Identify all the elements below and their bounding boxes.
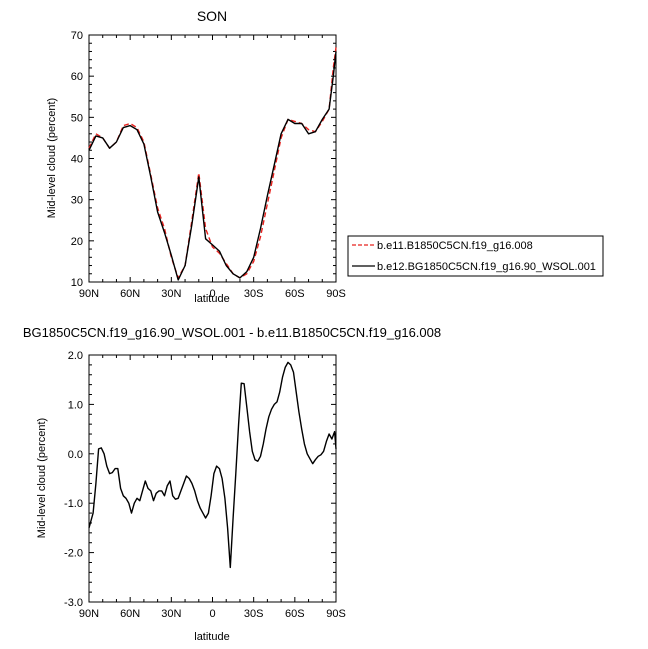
x-tick-label: 30S <box>244 608 264 620</box>
y-tick-label: 70 <box>71 30 83 42</box>
chart-2-y-axis-label: Mid-level cloud (percent) <box>36 418 48 538</box>
y-tick-label: 40 <box>71 154 83 166</box>
chart-2-x-axis-label: latitude <box>194 631 229 643</box>
x-tick-label: 90N <box>79 608 99 620</box>
y-tick-label: 10 <box>71 277 83 289</box>
y-tick-label: 60 <box>71 71 83 83</box>
chart-panel-1: SON 90N 60N 30N 0 30S 60S 90S 10 20 30 40 50 60 70 la… <box>46 8 604 305</box>
chart-2-plot-frame <box>88 354 337 603</box>
y-tick-label: 1.0 <box>68 399 83 411</box>
y-tick-label: -2.0 <box>64 548 83 560</box>
x-tick-label: 0 <box>209 288 215 300</box>
chart-1-series-line-1 <box>88 47 337 279</box>
chart-1-x-axis-label: latitude <box>194 293 229 305</box>
x-tick-label: 30N <box>161 288 181 300</box>
x-tick-label: 30N <box>161 608 181 620</box>
y-tick-label: 30 <box>71 195 83 207</box>
y-tick-label: 20 <box>71 236 83 248</box>
x-tick-label: 0 <box>209 608 215 620</box>
x-tick-label: 30S <box>244 288 264 300</box>
x-tick-label: 60S <box>285 608 305 620</box>
y-tick-label: 0.0 <box>68 449 83 461</box>
x-tick-label: 60N <box>120 608 140 620</box>
y-tick-label: 2.0 <box>68 350 83 362</box>
chart-2-title: BG1850C5CN.f19_g16.90_WSOL.001 - b.e11.B… <box>23 325 441 340</box>
legend-label-series-1: b.e11.B1850C5CN.f19_g16.008 <box>377 240 533 252</box>
legend-box <box>347 235 604 277</box>
x-tick-label: 90S <box>326 288 346 300</box>
x-tick-label: 90S <box>326 608 346 620</box>
x-tick-label: 60S <box>285 288 305 300</box>
x-tick-label: 60N <box>120 288 140 300</box>
legend-label-series-2: b.e12.BG1850C5CN.f19_g16.90_WSOL.001 <box>377 261 596 273</box>
chart-1-series-line-2 <box>88 51 337 281</box>
y-tick-label: 50 <box>71 112 83 124</box>
chart-1-title: SON <box>197 8 227 24</box>
chart-1-y-axis-label: Mid-level cloud (percent) <box>46 98 58 218</box>
chart-2-series-line-1 <box>88 361 337 569</box>
chart-panel-2: BG1850C5CN.f19_g16.90_WSOL.001 - b.e11.B… <box>23 325 441 643</box>
x-tick-label: 90N <box>79 288 99 300</box>
y-tick-label: -3.0 <box>64 597 83 609</box>
y-tick-label: -1.0 <box>64 498 83 510</box>
chart-1-legend: b.e11.B1850C5CN.f19_g16.008 b.e12.BG1850… <box>347 235 604 277</box>
